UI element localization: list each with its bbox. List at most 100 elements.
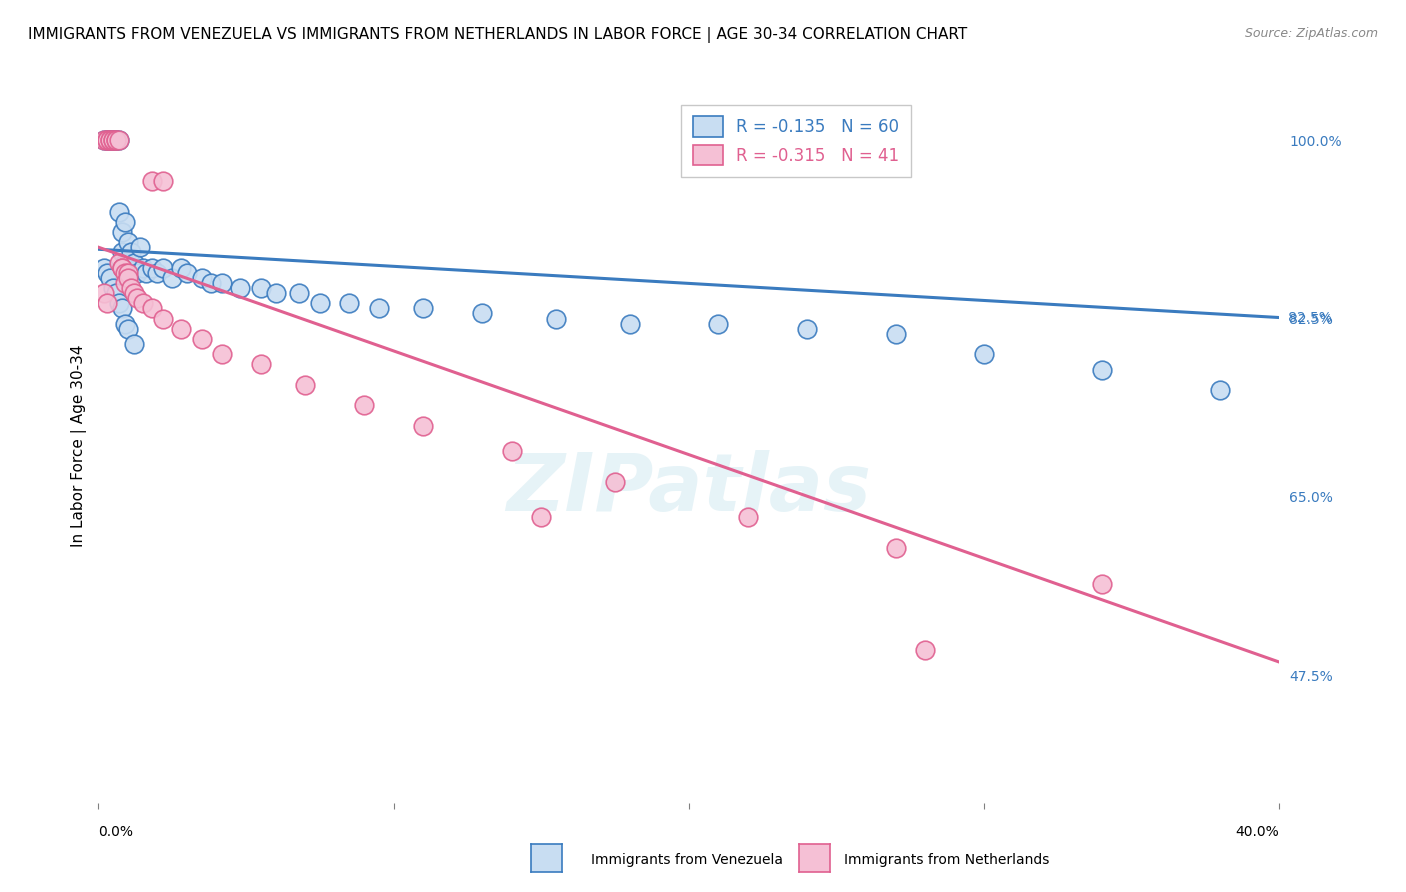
Point [250,281,273,295]
Point [170,322,193,336]
Point [1091,576,1114,591]
Point [120,281,142,295]
Point [884,326,907,341]
Text: Immigrants from Netherlands: Immigrants from Netherlands [844,853,1049,867]
Point [98,133,121,147]
Point [141,260,163,275]
Legend: R = -0.135   N = 60, R = -0.315   N = 41: R = -0.135 N = 60, R = -0.315 N = 41 [681,104,911,177]
Point [125,266,148,280]
Text: Immigrants from Venezuela: Immigrants from Venezuela [591,853,783,867]
Point [105,133,128,147]
Point [141,301,163,316]
Point [103,133,125,147]
Point [152,174,174,188]
Point [191,332,214,346]
Point [93,133,115,147]
Point [546,311,568,326]
Point [98,133,121,147]
Point [117,255,139,269]
Point [98,133,121,147]
Text: 0.0%: 0.0% [98,825,134,839]
Point [884,541,907,555]
Point [103,281,125,295]
Point [114,215,136,229]
Y-axis label: In Labor Force | Age 30-34: In Labor Force | Age 30-34 [72,344,87,548]
Point [111,245,134,260]
Point [132,260,155,275]
Point [191,270,214,285]
Point [96,133,118,147]
Point [211,347,233,361]
Point [96,133,118,147]
Point [120,266,142,280]
Text: Source: ZipAtlas.com: Source: ZipAtlas.com [1244,27,1378,40]
Point [93,286,115,301]
Point [111,225,134,239]
Point [96,133,118,147]
Point [250,358,273,372]
Point [141,174,163,188]
Point [117,322,139,336]
Point [96,296,118,310]
Point [176,266,198,280]
Point [122,286,145,301]
Point [128,240,150,254]
Point [135,266,157,280]
Point [353,398,375,412]
Point [103,133,125,147]
Text: IMMIGRANTS FROM VENEZUELA VS IMMIGRANTS FROM NETHERLANDS IN LABOR FORCE | AGE 30: IMMIGRANTS FROM VENEZUELA VS IMMIGRANTS … [28,27,967,43]
Point [125,291,148,305]
Point [737,510,759,524]
Text: 40.0%: 40.0% [1236,825,1279,839]
Point [412,418,434,433]
Point [103,133,125,147]
Point [98,270,121,285]
Point [114,266,136,280]
Point [93,260,115,275]
Point [501,444,523,458]
Point [111,260,134,275]
Point [1091,362,1114,376]
Point [152,311,174,326]
Point [412,301,434,316]
Point [146,266,169,280]
Point [108,133,131,147]
Point [707,317,730,331]
Point [973,347,995,361]
Point [105,133,128,147]
Point [105,133,128,147]
Point [98,133,121,147]
Point [114,255,136,269]
Point [200,276,222,290]
Point [111,301,134,316]
Text: 82.5%: 82.5% [1288,310,1331,325]
Point [96,133,118,147]
Point [294,377,316,392]
Point [170,260,193,275]
Point [229,281,252,295]
Point [108,204,131,219]
Point [111,260,134,275]
Point [619,317,641,331]
Point [122,255,145,269]
Point [264,286,287,301]
Point [93,133,115,147]
Point [1209,383,1232,397]
Point [471,306,494,320]
Point [796,322,818,336]
Point [211,276,233,290]
Point [288,286,311,301]
Point [108,133,131,147]
Point [108,296,131,310]
Point [132,296,155,310]
Text: ZIPatlas: ZIPatlas [506,450,872,528]
Point [117,270,139,285]
Point [103,133,125,147]
Point [117,266,139,280]
Point [914,643,936,657]
Point [96,266,118,280]
Point [152,260,174,275]
Point [105,286,128,301]
Point [108,255,131,269]
Point [530,510,553,524]
